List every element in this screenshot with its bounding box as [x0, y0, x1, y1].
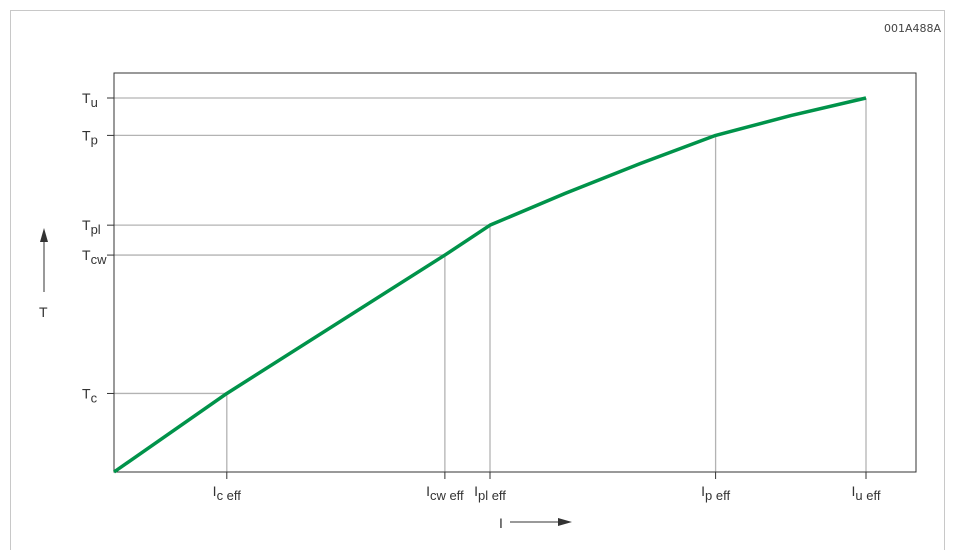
x-level-label-u: Iu eff	[852, 483, 881, 503]
x-level-labels: Ic eff Icw eff Ipl eff Ip eff Iu eff	[213, 483, 881, 503]
x-level-label-c: Ic eff	[213, 483, 242, 503]
y-axis-title: T	[39, 304, 48, 320]
x-level-label-cw: Icw eff	[426, 483, 464, 503]
y-axis-arrow	[40, 228, 48, 292]
x-level-label-p: Ip eff	[701, 483, 730, 503]
guide-lines	[114, 98, 866, 472]
y-level-label-p: Tp	[82, 127, 98, 147]
axis-ticks	[107, 98, 866, 479]
y-level-labels: Tc Tcw Tpl Tp Tu	[82, 90, 107, 405]
y-level-label-u: Tu	[82, 90, 98, 110]
y-level-label-cw: Tcw	[82, 247, 107, 267]
plot-area-border	[114, 73, 916, 472]
x-level-label-pl: Ipl eff	[474, 483, 506, 503]
x-axis-title: I	[499, 515, 503, 531]
y-level-label-pl: Tpl	[82, 217, 101, 237]
y-level-label-c: Tc	[82, 385, 98, 405]
x-axis-arrow	[510, 518, 572, 526]
